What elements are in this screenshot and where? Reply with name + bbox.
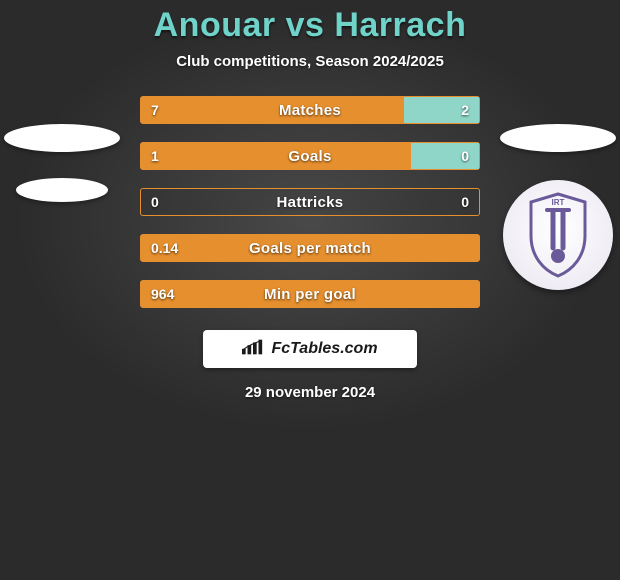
stat-label: Goals per match (141, 235, 479, 261)
source-label: FcTables.com (271, 340, 377, 358)
stat-right-value: 0 (461, 143, 469, 169)
bar-chart-icon (242, 339, 264, 360)
stat-label: Hattricks (141, 189, 479, 215)
stat-row: 0Hattricks0 (140, 188, 480, 216)
stat-right-value: 2 (461, 97, 469, 123)
player-placeholder-ellipse (16, 178, 108, 202)
stat-row: 7Matches2 (140, 96, 480, 124)
stat-row: 1Goals0 (140, 142, 480, 170)
club-crest-icon: IRT (503, 180, 613, 290)
stats-list: 7Matches21Goals00Hattricks00.14Goals per… (140, 96, 480, 308)
source-badge: FcTables.com (203, 330, 417, 368)
right-player-column: IRT (498, 0, 618, 580)
stat-row: 0.14Goals per match (140, 234, 480, 262)
stat-label: Min per goal (141, 281, 479, 307)
player-placeholder-ellipse (4, 124, 120, 152)
player-placeholder-ellipse (500, 124, 616, 152)
left-player-column (2, 0, 122, 580)
stat-label: Goals (141, 143, 479, 169)
stat-label: Matches (141, 97, 479, 123)
stat-right-value: 0 (461, 189, 469, 215)
stat-row: 964Min per goal (140, 280, 480, 308)
svg-text:IRT: IRT (552, 198, 565, 207)
